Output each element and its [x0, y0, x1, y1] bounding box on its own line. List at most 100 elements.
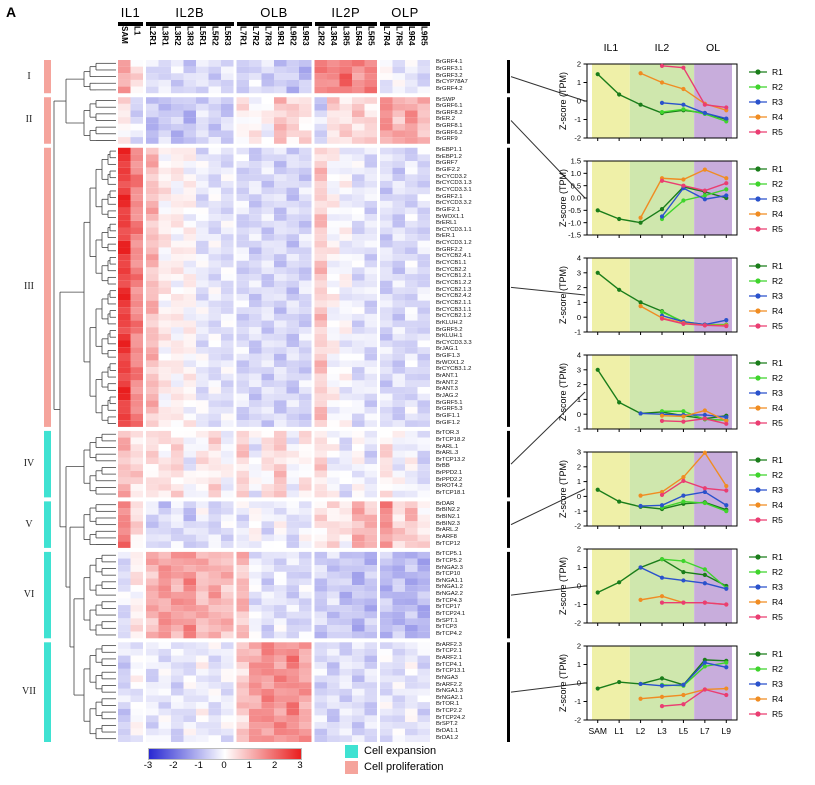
heatmap-cell: [171, 662, 184, 669]
heatmap-cell: [208, 73, 221, 80]
heatmap-cell: [380, 668, 393, 676]
heatmap-cell: [274, 167, 287, 175]
series-point-R1: [638, 300, 643, 305]
heatmap-cell: [417, 60, 430, 67]
gene-label: BrGRF4.1: [436, 59, 463, 66]
heatmap-cell: [352, 247, 365, 255]
gene-label: BrGRF3.1: [436, 65, 463, 72]
heatmap-cell: [339, 247, 352, 255]
heatmap-cell: [118, 66, 131, 74]
heatmap-cell: [327, 333, 340, 341]
heatmap-cell: [364, 611, 377, 619]
heatmap-cell: [208, 450, 221, 458]
heatmap-cell: [417, 444, 430, 451]
heatmap-cell: [208, 194, 221, 201]
heatmap-cell: [339, 161, 352, 168]
heatmap-cell: [339, 668, 352, 676]
series-point-R5: [681, 419, 686, 424]
heatmap-cell: [274, 464, 287, 471]
heatmap-cell: [208, 214, 221, 221]
heatmap-cell: [339, 591, 352, 599]
legend-marker-R1: [755, 166, 761, 172]
heatmap-cell: [274, 413, 287, 421]
heatmap-cell: [118, 464, 131, 471]
heatmap-cell: [380, 393, 393, 401]
heatmap-cell: [380, 598, 393, 606]
heatmap-cell: [417, 117, 430, 124]
series-line-R5: [661, 180, 727, 192]
heatmap-cell: [380, 728, 393, 736]
heatmap-cell: [208, 722, 221, 729]
heatmap-cell: [392, 541, 405, 548]
gene-label: BrROT4.2: [436, 483, 463, 490]
heatmap-cell: [130, 625, 143, 632]
heatmap-cell: [352, 728, 365, 736]
heatmap-cell: [286, 430, 299, 438]
series-point-R2: [681, 499, 686, 504]
heatmap-cell: [196, 154, 209, 162]
heatmap-cell: [380, 387, 393, 394]
heatmap-cell: [314, 413, 327, 421]
heatmap-cell: [392, 668, 405, 676]
heatmap-cell: [274, 240, 287, 248]
heatmap-cell: [392, 618, 405, 626]
heatmap-cell: [146, 174, 159, 181]
heatmap-cell: [299, 702, 312, 709]
heatmap-cell: [314, 655, 327, 663]
legend-marker-R2: [755, 84, 761, 90]
heatmap-cell: [183, 86, 196, 94]
heatmap-cell: [380, 79, 393, 87]
heatmap-cell: [405, 598, 418, 606]
heatmap-cell: [183, 360, 196, 368]
heatmap-cell: [417, 307, 430, 314]
y-tick-label: 1: [577, 395, 581, 404]
heatmap-cell: [208, 260, 221, 268]
legend-marker-R4: [755, 114, 761, 120]
legend-label-R5: R5: [772, 612, 783, 622]
heatmap-cell: [158, 527, 171, 535]
heatmap-cell: [171, 735, 184, 742]
heatmap-cell: [236, 367, 249, 374]
heatmap-cell: [183, 662, 196, 669]
heatmap-cell: [130, 313, 143, 321]
heatmap-cell: [380, 340, 393, 348]
heatmap-cell: [314, 320, 327, 328]
heatmap-cell: [352, 200, 365, 208]
heatmap-cell: [249, 393, 262, 401]
heatmap-cell: [249, 541, 262, 548]
heatmap-cell: [274, 708, 287, 716]
heatmap-cell: [274, 333, 287, 341]
heatmap-cell: [236, 220, 249, 228]
heatmap-cell: [286, 380, 299, 388]
heatmap-cell: [183, 611, 196, 619]
heatmap-cell: [299, 220, 312, 228]
heatmap-cell: [221, 625, 234, 632]
heatmap-cell: [274, 682, 287, 689]
heatmap-cell: [405, 86, 418, 94]
heatmap-cell: [183, 200, 196, 208]
y-tick-label: 1.0: [571, 169, 581, 178]
heatmap-cell: [221, 137, 234, 144]
heatmap-cell: [299, 130, 312, 138]
heatmap-cell: [364, 393, 377, 401]
heatmap-cell: [352, 194, 365, 201]
heatmap-cell: [208, 254, 221, 261]
heatmap-cell: [364, 97, 377, 104]
gene-label: BrNGA1.2: [436, 584, 463, 591]
heatmap-cell: [286, 437, 299, 445]
heatmap-cell: [327, 207, 340, 215]
heatmap-cell: [158, 648, 171, 656]
gene-label: BrTCP4.3: [436, 597, 462, 604]
heatmap-cell: [158, 430, 171, 438]
heatmap-cell: [327, 464, 340, 471]
heatmap-cell: [352, 130, 365, 138]
heatmap-cell: [392, 280, 405, 288]
heatmap-cell: [274, 347, 287, 354]
heatmap-cell: [196, 722, 209, 729]
heatmap-cell: [392, 267, 405, 275]
heatmap-cell: [314, 66, 327, 74]
series-point-R5: [702, 102, 707, 107]
series-point-R5: [659, 178, 665, 183]
heatmap-cell: [261, 207, 274, 215]
heatmap-cell: [352, 103, 365, 111]
